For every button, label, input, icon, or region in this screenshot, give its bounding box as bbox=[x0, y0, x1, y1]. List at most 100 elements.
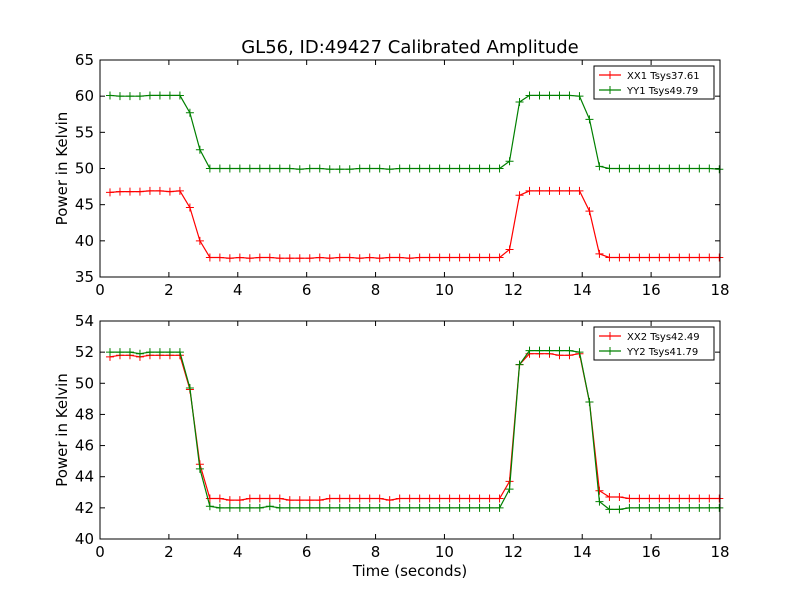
panel-1-series-2-point bbox=[605, 164, 614, 173]
panel-1-series-2-point bbox=[435, 164, 444, 173]
panel-2-series-2-point bbox=[365, 503, 374, 512]
panel-1-series-2-point bbox=[295, 165, 304, 174]
panel-2-series-2-point bbox=[135, 349, 144, 358]
panel-1-series-2-point bbox=[385, 165, 394, 174]
panel-1-y-tick-label: 60 bbox=[75, 87, 94, 105]
panel-1-x-tick-label: 6 bbox=[302, 281, 312, 299]
panel-2-series-1-point bbox=[285, 496, 294, 505]
panel-2-series-2-point bbox=[625, 503, 634, 512]
panel-2-series-1-point bbox=[385, 496, 394, 505]
panel-1-series-1-point bbox=[145, 186, 154, 195]
panel-2-series-1-point bbox=[715, 494, 724, 503]
panel-1-series-1-point bbox=[625, 253, 634, 262]
panel-1-series-2-point bbox=[495, 164, 504, 173]
panel-2-series-2-point bbox=[705, 503, 714, 512]
panel-1-series-2-point bbox=[645, 164, 654, 173]
panel-2-axes-frame bbox=[99, 320, 721, 540]
panel-2-series-2-point bbox=[205, 502, 214, 511]
panel-1-y-tick-label: 40 bbox=[75, 232, 94, 250]
panel-1-series-1-point bbox=[575, 186, 584, 195]
panel-2-series-1-point bbox=[685, 494, 694, 503]
panel-2-series-1-point bbox=[675, 494, 684, 503]
panel-2-series-2-point bbox=[635, 503, 644, 512]
panel-2-series-2-point bbox=[675, 503, 684, 512]
panel-2-series-2-point bbox=[565, 346, 574, 355]
panel-2-x-tick-label: 6 bbox=[302, 543, 312, 561]
panel-1-series-2-point bbox=[395, 164, 404, 173]
panel-1-series-2-point bbox=[335, 165, 344, 174]
panel-1-series-2-point bbox=[215, 164, 224, 173]
panel-2-series-2-point bbox=[435, 503, 444, 512]
panel-1-series-2-point bbox=[415, 164, 424, 173]
panel-1-series-2-point bbox=[375, 164, 384, 173]
panel-2-y-tick-label: 40 bbox=[75, 530, 94, 548]
panel-1-series-2-point bbox=[445, 164, 454, 173]
panel-1-y-tick-label: 55 bbox=[75, 123, 94, 141]
panel-1-series-1-point bbox=[155, 186, 164, 195]
panel-1-series-2-point bbox=[555, 91, 564, 100]
panel-2-y-axis-label: Power in Kelvin bbox=[53, 373, 71, 487]
panel-1-series-1-point bbox=[435, 253, 444, 262]
panel-2-series-2-point bbox=[445, 503, 454, 512]
panel-2-series-2-point bbox=[125, 348, 134, 357]
panel-2-series-1-point bbox=[405, 494, 414, 503]
panel-1-x-tick-label: 10 bbox=[435, 281, 454, 299]
panel-1-series-1-point bbox=[515, 191, 524, 200]
panel-2-series-1-point bbox=[305, 496, 314, 505]
panel-2-legend: XX2 Tsys42.49 YY2 Tsys41.79 bbox=[593, 326, 715, 361]
panel-2-y-tick-label: 52 bbox=[75, 343, 94, 361]
panel-2-series-1-point bbox=[485, 494, 494, 503]
panel-1-series-2-point bbox=[685, 164, 694, 173]
panel-1-y-tick-label: 35 bbox=[75, 268, 94, 286]
panel-2-legend-box bbox=[593, 326, 715, 361]
panel-2-series-2-point bbox=[605, 505, 614, 514]
panel-2-series-1-point bbox=[335, 494, 344, 503]
panel-1-series-1-point bbox=[645, 253, 654, 262]
panel-2-series-2-point bbox=[145, 348, 154, 357]
panel-1-y-tick-label: 45 bbox=[75, 196, 94, 214]
panel-1-series-1-point bbox=[225, 254, 234, 263]
panel-2-series-2-point bbox=[375, 503, 384, 512]
panel-2-series-2-point bbox=[505, 485, 514, 494]
panel-1-series-2-point bbox=[175, 91, 184, 100]
panel-1-x-tick-label: 8 bbox=[371, 281, 381, 299]
panel-2-series-2-point bbox=[555, 346, 564, 355]
panel-1-series-2-point bbox=[475, 164, 484, 173]
panel-1-series-1-point bbox=[265, 253, 274, 262]
panel-1-series-1-point bbox=[365, 253, 374, 262]
panel-1-series-2-point bbox=[275, 164, 284, 173]
panel-2-series-2-point bbox=[525, 346, 534, 355]
panel-1-series-1-point bbox=[405, 254, 414, 263]
panel-1-series-1-point bbox=[705, 253, 714, 262]
panel-2-series-2-point bbox=[315, 503, 324, 512]
panel-1-series-1-point bbox=[585, 207, 594, 216]
panel-1-series-2-point bbox=[315, 164, 324, 173]
panel-2-series-1-point bbox=[635, 494, 644, 503]
panel-1-x-tick-label: 4 bbox=[233, 281, 243, 299]
panel-1-series-1-point bbox=[315, 253, 324, 262]
panel-1-series-1-point bbox=[675, 253, 684, 262]
panel-2-series-1-point bbox=[615, 492, 624, 501]
panel-1-series-2-point bbox=[575, 92, 584, 101]
panel-2-series-2-point bbox=[195, 464, 204, 473]
panel-2-series-2-point bbox=[245, 503, 254, 512]
panel-1-series-2-point bbox=[235, 164, 244, 173]
panel-1-series-1-point bbox=[195, 236, 204, 245]
panel-1-series-2-point bbox=[585, 115, 594, 124]
panel-1-series-1-point bbox=[105, 188, 114, 197]
panel-1-series-2-point bbox=[625, 164, 634, 173]
panel-2-series-2-point bbox=[255, 503, 264, 512]
panel-2-y-tick-label: 50 bbox=[75, 374, 94, 392]
panel-1-series-1-point bbox=[355, 254, 364, 263]
panel-1-series-2-point bbox=[705, 164, 714, 173]
panel-1-series-2-point bbox=[635, 164, 644, 173]
panel-1-series-1-point bbox=[635, 253, 644, 262]
panel-1-series-1-point bbox=[595, 249, 604, 258]
panel-2-series-2-point bbox=[715, 503, 724, 512]
panel-1-series-1-point bbox=[535, 186, 544, 195]
panel-2-series-2-point bbox=[335, 503, 344, 512]
panel-2-series-1-point bbox=[695, 494, 704, 503]
panel-1-series-1-point bbox=[185, 203, 194, 212]
panel-2-series-2-point bbox=[155, 348, 164, 357]
